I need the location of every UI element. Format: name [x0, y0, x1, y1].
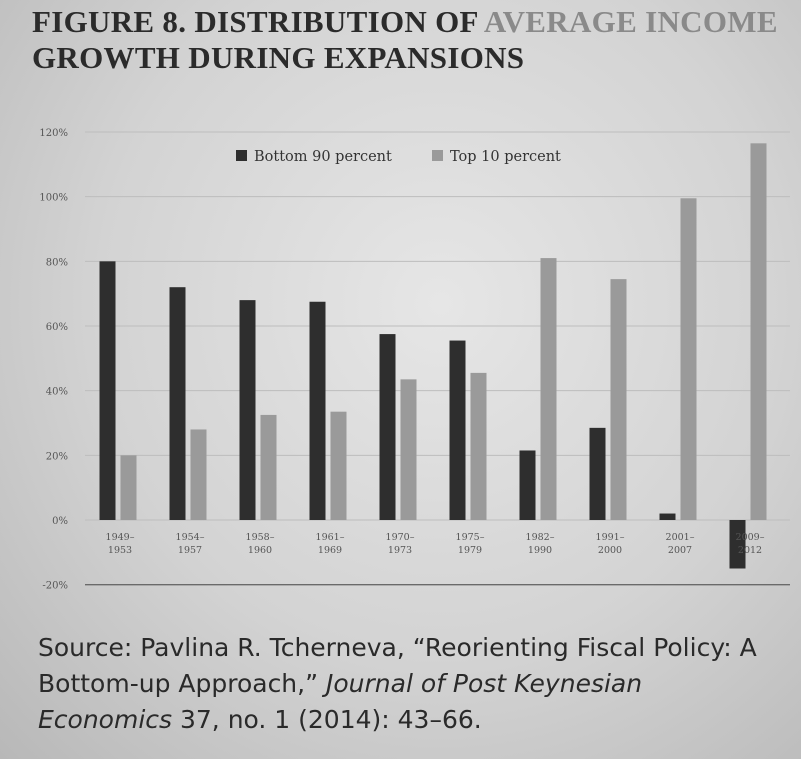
- y-tick-label: 80%: [46, 257, 68, 268]
- x-tick-label: 1969: [318, 545, 342, 556]
- bar-bottom90: [659, 513, 676, 520]
- x-tick-label: 1949–: [106, 532, 135, 543]
- bar-bottom90: [239, 300, 256, 520]
- x-tick-label: 2007: [668, 545, 692, 556]
- legend: Bottom 90 percent Top 10 percent: [236, 149, 561, 165]
- x-tick-label: 1970–: [386, 532, 415, 543]
- legend-swatch: [236, 150, 247, 161]
- x-tick-label: 1958–: [246, 532, 275, 543]
- bar-bottom90: [449, 340, 466, 520]
- bar-top10: [540, 258, 557, 520]
- bar-top10: [330, 411, 347, 520]
- y-axis-tick-labels: 120% 100% 80% 60% 40% 20% 0% -20%: [39, 128, 68, 592]
- y-tick-label: 60%: [46, 322, 68, 333]
- legend-label: Top 10 percent: [450, 149, 561, 165]
- bar-bottom90: [99, 261, 116, 520]
- legend-label: Bottom 90 percent: [254, 149, 392, 165]
- figure-title-part-faded: AVERAGE INCOME: [477, 4, 778, 39]
- y-tick-label: 40%: [46, 387, 68, 398]
- figure-title-line2: GROWTH DURING EXPANSIONS: [32, 40, 525, 75]
- x-tick-label: 1990: [528, 545, 552, 556]
- y-tick-label: 120%: [39, 128, 68, 139]
- x-tick-label: 1979: [458, 545, 482, 556]
- figure-label: FIGURE 8.: [32, 4, 187, 39]
- x-tick-label: 1961–: [316, 532, 345, 543]
- legend-swatch: [432, 150, 443, 161]
- x-tick-label: 1954–: [176, 532, 205, 543]
- x-axis-tick-labels: 1949– 1953 1954– 1957 1958– 1960 1961– 1969 1970…: [106, 532, 765, 556]
- source-suffix: 37, no. 1 (2014): 43–66.: [172, 705, 482, 734]
- bar-chart: 120% 100% 80% 60% 40% 20% 0% -20% 1949– 1953 1954…: [39, 128, 790, 592]
- y-tick-label: 100%: [39, 193, 68, 204]
- figure-title-part-dark: DISTRIBUTION OF: [186, 4, 478, 39]
- bar-top10: [610, 279, 627, 520]
- bar-bottom90: [589, 427, 606, 520]
- x-tick-label: 1982–: [526, 532, 555, 543]
- y-tick-label: 0%: [52, 516, 68, 527]
- bar-top10: [680, 198, 697, 520]
- x-tick-label: 1975–: [456, 532, 485, 543]
- bar-bottom90: [519, 450, 536, 520]
- source-journal: Journal of Post Keynesian Economics: [38, 669, 643, 734]
- bar-top10: [190, 429, 207, 520]
- source-prefix: Source: Pavlina R. Tcherneva, “Reorienti…: [38, 633, 757, 698]
- x-tick-label: 2000: [598, 545, 622, 556]
- source-citation: Source: Pavlina R. Tcherneva, “Reorienti…: [38, 630, 778, 738]
- x-tick-label: 1957: [178, 545, 202, 556]
- y-tick-label: -20%: [42, 581, 68, 592]
- x-tick-label: 2001–: [666, 532, 695, 543]
- bar-bottom90: [379, 334, 396, 520]
- bar-bottom90: [309, 301, 326, 520]
- x-tick-label: 1953: [108, 545, 132, 556]
- x-tick-label: 1973: [388, 545, 412, 556]
- bars: [99, 143, 767, 569]
- bar-bottom90: [169, 287, 186, 520]
- bar-top10: [470, 372, 487, 520]
- x-tick-label: 2012: [738, 545, 762, 556]
- x-tick-label: 2009–: [736, 532, 765, 543]
- bar-bottom90: [729, 520, 746, 569]
- bar-top10: [120, 455, 137, 520]
- x-tick-label: 1960: [248, 545, 272, 556]
- y-tick-label: 20%: [46, 451, 68, 462]
- figure-title: FIGURE 8. DISTRIBUTION OF AVERAGE INCOME…: [32, 4, 792, 76]
- bar-top10: [750, 143, 767, 521]
- bar-top10: [260, 414, 277, 520]
- x-tick-label: 1991–: [596, 532, 625, 543]
- bar-top10: [400, 379, 417, 520]
